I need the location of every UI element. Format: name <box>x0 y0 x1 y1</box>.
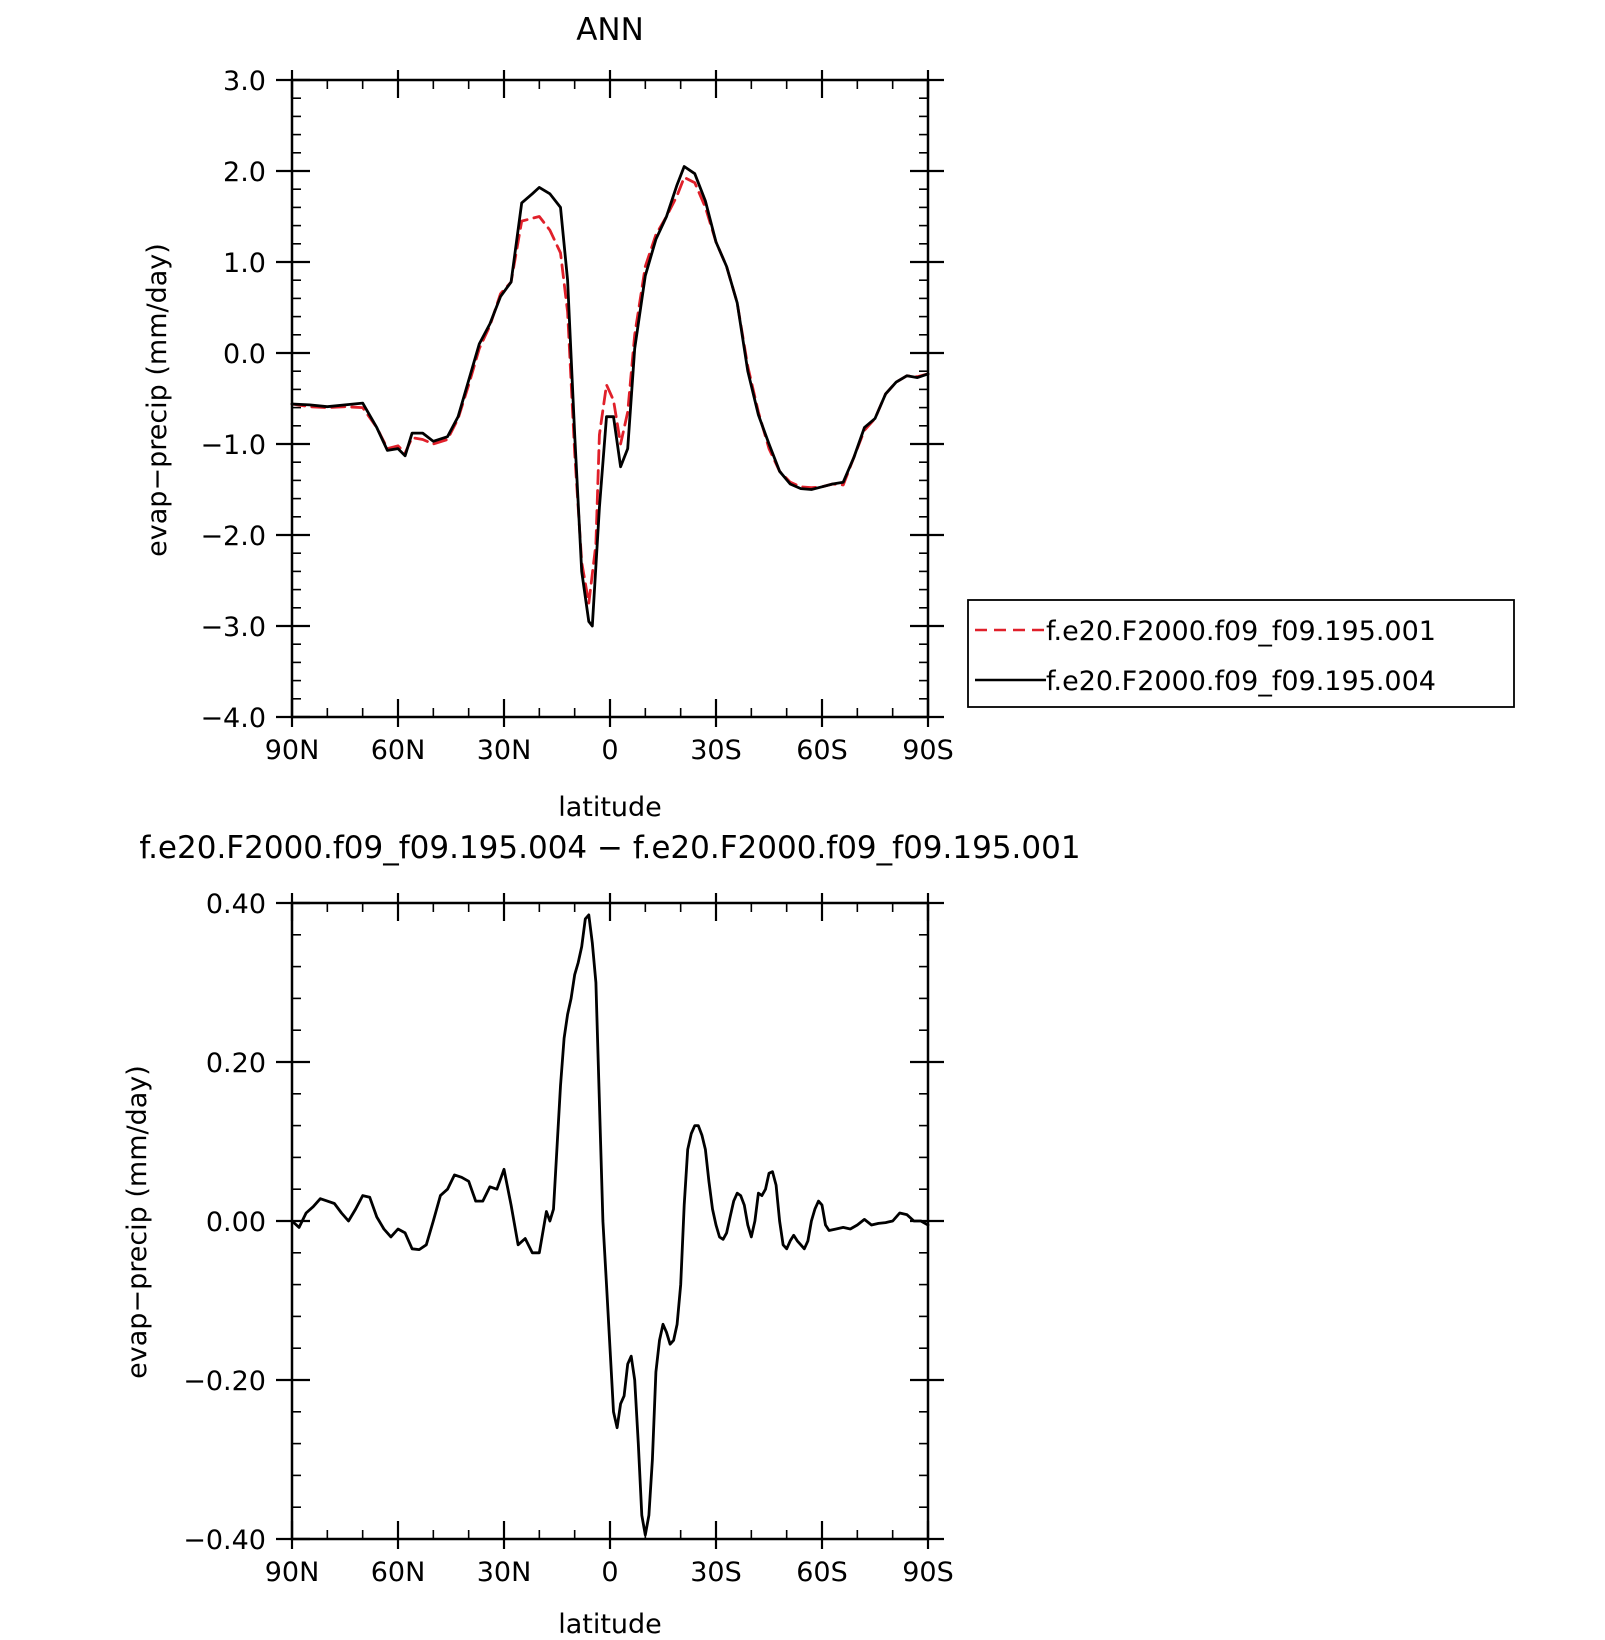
y-tick-label: −0.20 <box>183 1366 266 1397</box>
top-chart-ticks: 90N 60N 30N 0 30S 60S 90S 3.0 2.0 1.0 0.0 −1.0 −2.0 −… <box>200 66 953 766</box>
x-tick-label: 30N <box>477 1557 532 1588</box>
legend-box <box>967 599 1515 708</box>
x-tick-label: 0 <box>601 1557 618 1588</box>
y-tick-label: 2.0 <box>223 157 266 188</box>
x-tick-label: 60N <box>371 1557 426 1588</box>
x-tick-label: 60N <box>371 735 426 766</box>
y-tick-label: 3.0 <box>223 66 266 97</box>
legend-label-series-001: f.e20.F2000.f09_f09.195.001 <box>1046 616 1436 647</box>
x-tick-label: 90S <box>902 1557 954 1588</box>
y-tick-label: 0.20 <box>206 1048 266 1079</box>
x-tick-label: 60S <box>796 735 848 766</box>
y-tick-label: −0.40 <box>183 1525 266 1556</box>
x-tick-label: 90N <box>265 735 320 766</box>
y-tick-label: 1.0 <box>223 248 266 279</box>
bottom-chart-panel: f.e20.F2000.f09_f09.195.004 − f.e20.F200… <box>122 830 1081 1640</box>
x-tick-label: 0 <box>601 735 618 766</box>
y-tick-label: 0.00 <box>206 1207 266 1238</box>
y-tick-label: 0.0 <box>223 339 266 370</box>
x-tick-label: 30S <box>690 735 742 766</box>
x-tick-label: 60S <box>796 1557 848 1588</box>
y-tick-label: −2.0 <box>200 521 266 552</box>
x-tick-label: 90S <box>902 735 954 766</box>
bottom-chart-x-axis-label: latitude <box>558 1609 662 1635</box>
x-tick-label: 30N <box>477 735 532 766</box>
top-chart-panel: ANN latitude evap−precip (mm/day) 90N 60N… <box>142 12 1515 823</box>
top-chart-title: ANN <box>576 12 644 48</box>
series-line-1 <box>290 176 930 605</box>
bottom-chart-series <box>290 913 930 1537</box>
x-tick-label: 90N <box>265 1557 320 1588</box>
top-chart-legend: f.e20.F2000.f09_f09.195.001 f.e20.F2000.… <box>967 599 1515 708</box>
bottom-chart-y-axis-label: evap−precip (mm/day) <box>122 1065 153 1379</box>
bottom-chart-ticks: 90N 60N 30N 0 30S 60S 90S 0.40 0.20 0.00 −0.20 −0.4… <box>183 889 954 1588</box>
y-tick-label: −3.0 <box>200 612 266 643</box>
bottom-chart-title: f.e20.F2000.f09_f09.195.004 − f.e20.F200… <box>139 830 1080 866</box>
series-line-1 <box>290 913 930 1537</box>
series-line-2 <box>290 165 930 628</box>
y-tick-label: 0.40 <box>206 889 266 920</box>
y-tick-label: −1.0 <box>200 430 266 461</box>
top-chart-y-axis-label: evap−precip (mm/day) <box>142 243 173 557</box>
bottom-chart-plot-frame <box>290 901 930 1541</box>
y-tick-label: −4.0 <box>200 703 266 734</box>
legend-label-series-004: f.e20.F2000.f09_f09.195.004 <box>1046 666 1436 697</box>
x-tick-label: 30S <box>690 1557 742 1588</box>
top-chart-series <box>290 165 930 628</box>
top-chart-plot-frame <box>290 78 930 719</box>
top-chart-x-axis-label: latitude <box>558 792 662 823</box>
